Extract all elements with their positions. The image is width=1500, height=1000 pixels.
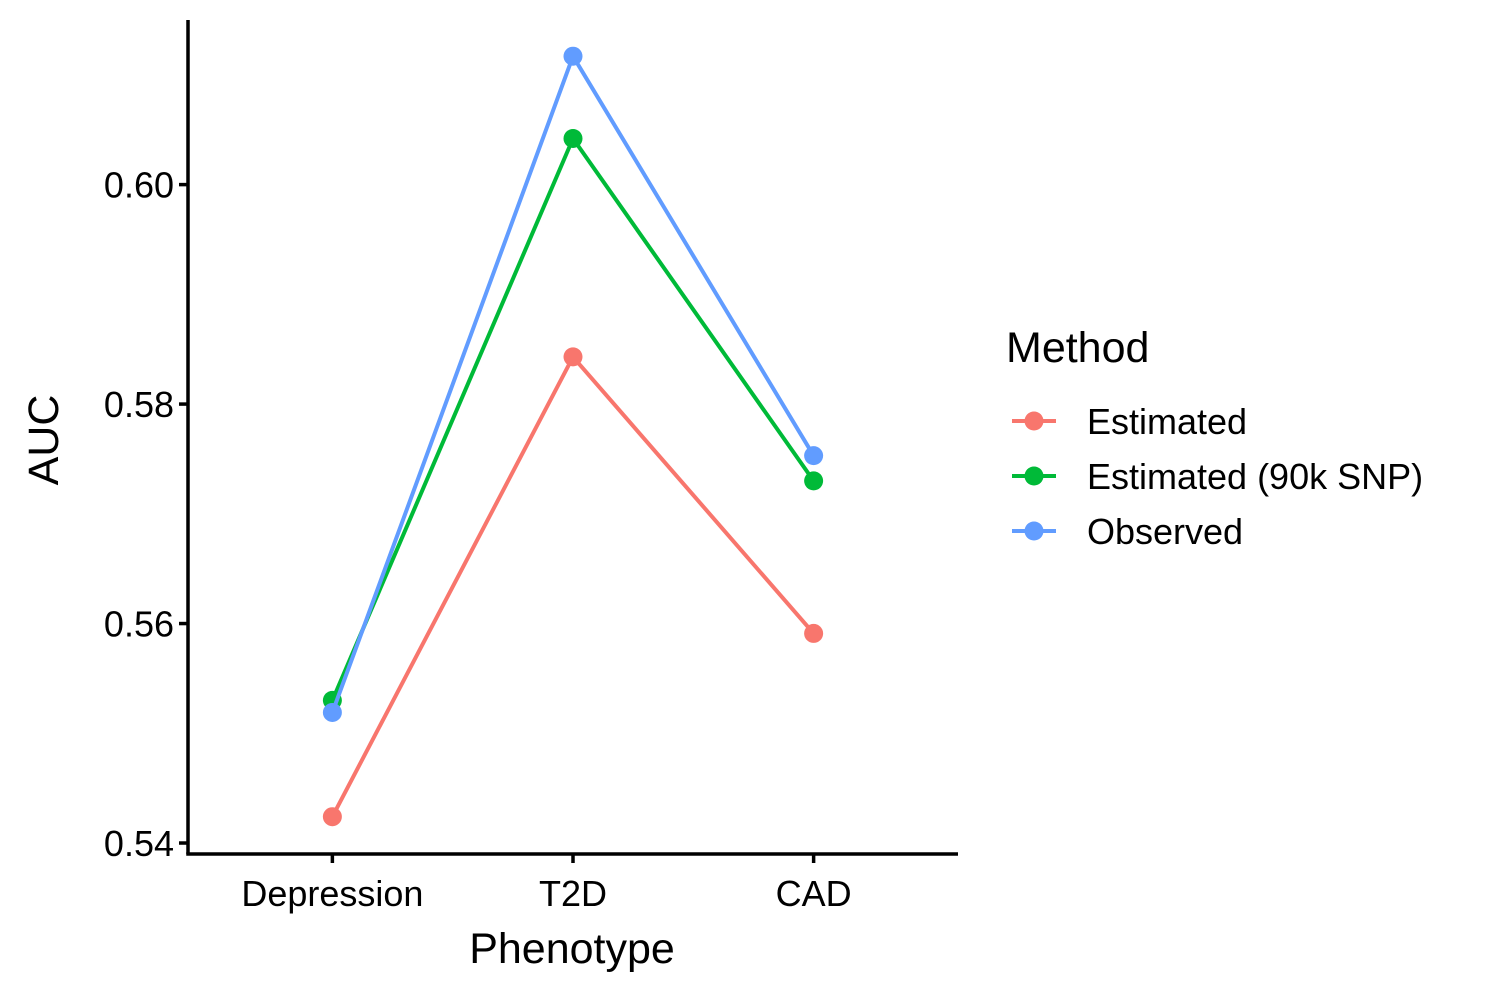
y-tick-label: 0.54 <box>104 823 174 864</box>
series-line-estimated-90k-snp <box>330 136 816 702</box>
legend-key-point <box>1024 466 1044 486</box>
legend-label: Estimated <box>1087 401 1247 442</box>
data-point-estimated-90k-snp-cad <box>804 471 824 491</box>
y-tick-label: 0.60 <box>104 165 174 206</box>
x-tick-label-cad: CAD <box>776 873 852 914</box>
data-point-observed-cad <box>804 446 824 466</box>
legend-item-estimated: Estimated <box>1012 401 1247 442</box>
ticks-layer: 0.54 0.56 0.58 0.60 Depression T2D CAD <box>104 165 852 914</box>
y-axis-title: AUC <box>20 395 68 486</box>
legend-item-estimated-90k-snp: Estimated (90k SNP) <box>1012 456 1423 497</box>
legend: Method Estimated Estimated (90k SNP) Obser… <box>1006 324 1423 552</box>
legend-key-point <box>1024 521 1044 541</box>
legend-label: Estimated (90k SNP) <box>1087 456 1423 497</box>
x-tick-label-t2d: T2D <box>539 873 607 914</box>
legend-title: Method <box>1006 324 1149 372</box>
data-point-estimated-90k-snp-t2d <box>563 129 583 149</box>
series-line-estimated <box>330 354 816 818</box>
x-tick-label-depression: Depression <box>241 873 423 914</box>
x-axis-title: Phenotype <box>469 925 675 973</box>
legend-key-point <box>1024 411 1044 431</box>
series-estimated <box>322 347 824 827</box>
series-layer <box>322 46 824 827</box>
series-estimated-90k-snp <box>322 129 824 710</box>
legend-items: Estimated Estimated (90k SNP) Observed <box>1012 401 1423 552</box>
legend-label: Observed <box>1087 511 1243 552</box>
data-point-estimated-depression <box>322 807 342 827</box>
legend-item-observed: Observed <box>1012 511 1243 552</box>
data-point-estimated-t2d <box>563 347 583 367</box>
y-tick-label: 0.56 <box>104 604 174 645</box>
data-point-estimated-cad <box>804 623 824 643</box>
data-point-observed-depression <box>322 702 342 722</box>
data-point-observed-t2d <box>563 46 583 66</box>
y-tick-label: 0.58 <box>104 384 174 425</box>
series-line-observed <box>330 54 816 714</box>
series-observed <box>322 46 824 722</box>
